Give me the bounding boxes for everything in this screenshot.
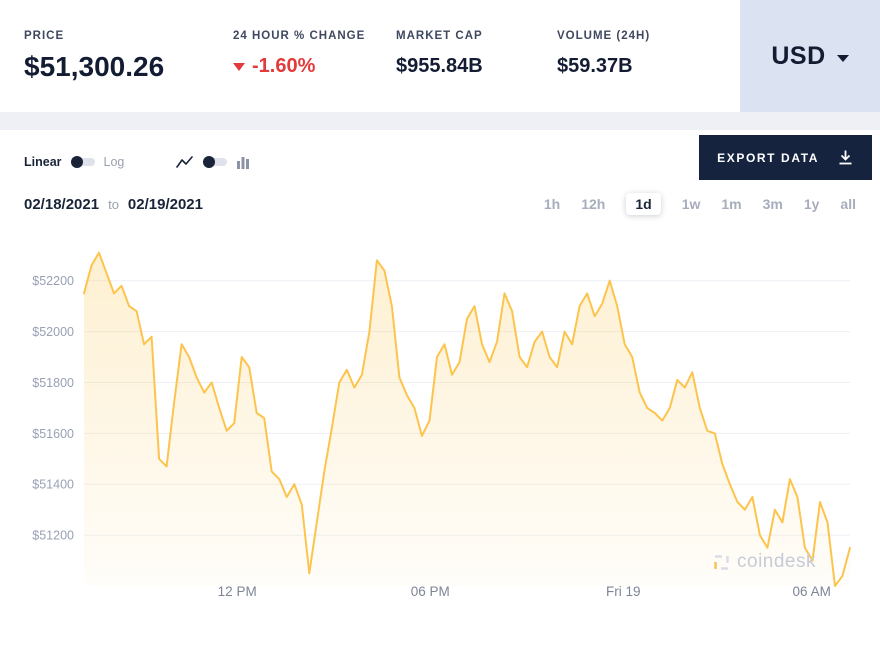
change-value-row: -1.60% bbox=[233, 55, 396, 78]
stats-group: PRICE $51,300.26 24 HOUR % CHANGE -1.60%… bbox=[0, 0, 727, 112]
svg-text:$51400: $51400 bbox=[32, 478, 74, 492]
chart-type-toggle[interactable] bbox=[203, 156, 228, 168]
range-3m[interactable]: 3m bbox=[762, 196, 783, 212]
range-1w[interactable]: 1w bbox=[681, 196, 701, 212]
volume-label: VOLUME (24H) bbox=[557, 30, 651, 42]
chart-type-group bbox=[176, 155, 250, 169]
date-range-separator: to bbox=[108, 196, 119, 212]
price-label: PRICE bbox=[24, 30, 65, 42]
market-cap-label: MARKET CAP bbox=[396, 30, 483, 42]
stat-market-cap: MARKET CAP $955.84B bbox=[396, 30, 557, 112]
price-value: $51,300.26 bbox=[24, 51, 165, 82]
range-1y[interactable]: 1y bbox=[803, 196, 820, 212]
export-data-label: EXPORT DATA bbox=[717, 150, 819, 165]
chart-toolbar: Linear Log bbox=[0, 130, 880, 174]
stat-volume: VOLUME (24H) $59.37B bbox=[557, 30, 727, 112]
log-scale-label[interactable]: Log bbox=[103, 155, 125, 169]
volume-value: $59.37B bbox=[557, 55, 633, 77]
stat-24h-change: 24 HOUR % CHANGE -1.60% bbox=[233, 30, 396, 112]
currency-label: USD bbox=[771, 41, 826, 70]
end-date[interactable]: 02/19/2021 bbox=[127, 195, 203, 213]
range-1m[interactable]: 1m bbox=[721, 196, 742, 212]
down-arrow-icon bbox=[233, 62, 245, 71]
market-cap-value: $955.84B bbox=[396, 55, 483, 77]
bar-chart-icon[interactable] bbox=[236, 155, 250, 169]
download-icon bbox=[837, 149, 854, 166]
svg-text:$52000: $52000 bbox=[32, 325, 74, 339]
range-12h[interactable]: 12h bbox=[581, 196, 606, 212]
svg-text:$51200: $51200 bbox=[32, 529, 74, 543]
svg-text:12 PM: 12 PM bbox=[218, 584, 257, 599]
price-chart[interactable]: $51200 $51400 $51600 $51800 $52000 $52200 12 P… bbox=[0, 212, 880, 612]
date-range-row: 02/18/2021 to 02/19/2021 1h 12h 1d 1w 1m… bbox=[0, 174, 880, 215]
range-1h[interactable]: 1h bbox=[543, 196, 561, 212]
start-date[interactable]: 02/18/2021 bbox=[24, 195, 100, 213]
change-label: 24 HOUR % CHANGE bbox=[233, 30, 366, 42]
currency-selector[interactable]: USD bbox=[740, 0, 880, 112]
svg-text:Fri 19: Fri 19 bbox=[606, 584, 641, 599]
stat-price: PRICE $51,300.26 bbox=[24, 30, 233, 112]
chevron-down-icon bbox=[836, 55, 849, 62]
range-1d[interactable]: 1d bbox=[626, 193, 661, 215]
scale-toggle[interactable] bbox=[70, 156, 95, 168]
time-range-buttons: 1h 12h 1d 1w 1m 3m 1y all bbox=[523, 193, 856, 215]
svg-text:06 AM: 06 AM bbox=[793, 584, 831, 599]
chart-card: Linear Log EXPORT DATA bbox=[0, 130, 880, 647]
range-all[interactable]: all bbox=[840, 196, 856, 212]
export-data-button[interactable]: EXPORT DATA bbox=[699, 135, 872, 180]
svg-text:$52200: $52200 bbox=[32, 274, 74, 288]
change-value: -1.60% bbox=[252, 55, 316, 77]
stats-header: PRICE $51,300.26 24 HOUR % CHANGE -1.60%… bbox=[0, 0, 880, 112]
line-chart-icon[interactable] bbox=[176, 155, 194, 169]
svg-text:06 PM: 06 PM bbox=[411, 584, 450, 599]
svg-text:$51600: $51600 bbox=[32, 427, 74, 441]
linear-scale-label[interactable]: Linear bbox=[24, 155, 62, 169]
svg-text:$51800: $51800 bbox=[32, 376, 74, 390]
